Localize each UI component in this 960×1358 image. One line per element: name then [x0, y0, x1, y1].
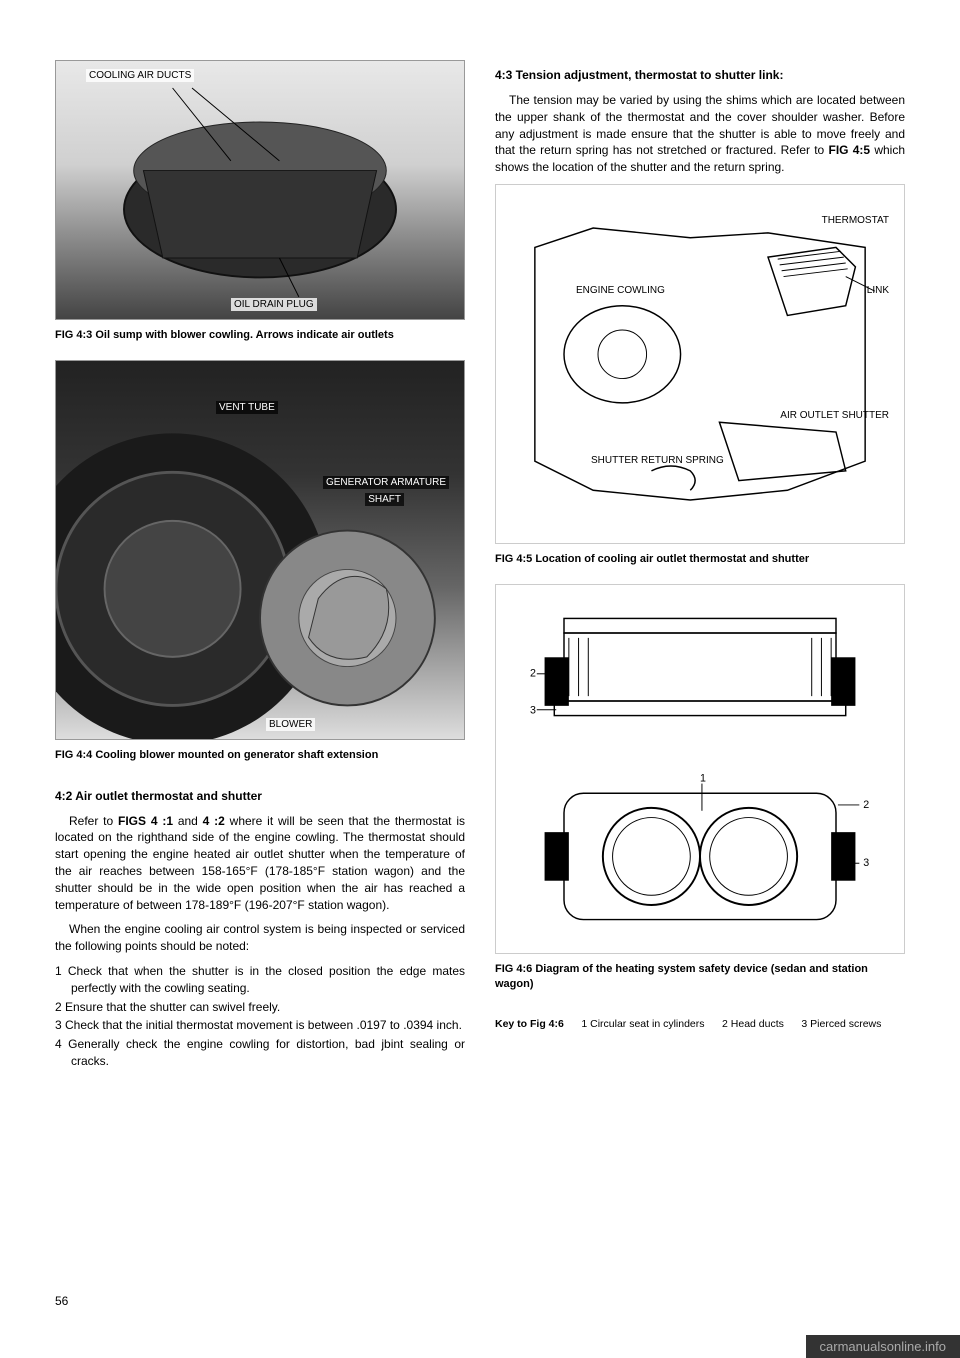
fig3-caption: FIG 4:3 Oil sump with blower cowling. Ar… — [55, 328, 465, 342]
section-4-2-item2: 2 Ensure that the shutter can swivel fre… — [55, 999, 465, 1016]
fig5-label-link: LINK — [867, 285, 889, 296]
fig3-drawing — [56, 61, 464, 319]
fig3-label-bottom: OIL DRAIN PLUG — [231, 298, 317, 311]
fig6-key-heading: Key to Fig 4:6 — [495, 1018, 564, 1030]
section-4-2-para2: When the engine cooling air control syst… — [55, 921, 465, 955]
figure-4-4: VENT TUBE GENERATOR ARMATURE SHAFT BLOWE… — [55, 360, 465, 740]
section-4-2-item1: 1 Check that when the shutter is in the … — [55, 963, 465, 997]
fig5-label-air-outlet: AIR OUTLET SHUTTER — [780, 410, 889, 421]
para1-prefix: Refer to — [69, 814, 118, 828]
fig4-label-shaft: SHAFT — [365, 493, 404, 506]
left-column: COOLING AIR DUCTS OIL DRAIN PLUG FIG 4:3… — [55, 60, 465, 1072]
fig6-key-1: 1 Circular seat in cylinders — [581, 1018, 704, 1030]
fig4-drawing — [56, 361, 464, 739]
section-4-3-heading: 4:3 Tension adjustment, thermostat to sh… — [495, 68, 905, 82]
section-4-3-para1: The tension may be varied by using the s… — [495, 92, 905, 176]
fig6-caption: FIG 4:6 Diagram of the heating system sa… — [495, 962, 905, 991]
fig6-key-3: 3 Pierced screws — [801, 1018, 881, 1030]
watermark: carmanualsonline.info — [806, 1335, 960, 1358]
svg-text:3: 3 — [863, 857, 869, 869]
section-4-2-item3: 3 Check that the initial thermostat move… — [55, 1017, 465, 1034]
fig3-label-top: COOLING AIR DUCTS — [86, 69, 194, 82]
figure-4-5: THERMOSTAT LINK ENGINE COWLING AIR OUTLE… — [495, 184, 905, 544]
para1-rest: where it will be seen that the thermosta… — [55, 814, 465, 912]
figure-4-3: COOLING AIR DUCTS OIL DRAIN PLUG — [55, 60, 465, 320]
fig4-label-vent: VENT TUBE — [216, 401, 278, 414]
section-4-2-item4: 4 Generally check the engine cowling for… — [55, 1036, 465, 1070]
svg-text:2: 2 — [863, 799, 869, 811]
fig6-drawing: 2 3 1 2 3 — [496, 585, 904, 953]
fig6-key-2: 2 Head ducts — [722, 1018, 784, 1030]
section-4-2-para1: Refer to FIGS 4 :1 and 4 :2 where it wil… — [55, 813, 465, 914]
fig5-label-thermostat: THERMOSTAT — [822, 215, 889, 226]
fig4-caption: FIG 4:4 Cooling blower mounted on genera… — [55, 748, 465, 762]
right-column: 4:3 Tension adjustment, thermostat to sh… — [495, 60, 905, 1072]
svg-text:1: 1 — [700, 773, 706, 785]
page-number: 56 — [55, 1294, 68, 1308]
fig4-label-gen: GENERATOR ARMATURE — [323, 476, 449, 489]
para1-ref1: FIGS 4 :1 — [118, 814, 173, 828]
fig5-drawing — [496, 185, 904, 543]
para1-ref2: 4 :2 — [203, 814, 225, 828]
fig5-label-engine: ENGINE COWLING — [576, 285, 665, 296]
fig6-key: Key to Fig 4:6 1 Circular seat in cylind… — [495, 1017, 905, 1032]
fig5-caption: FIG 4:5 Location of cooling air outlet t… — [495, 552, 905, 566]
svg-text:2: 2 — [530, 668, 536, 680]
fig4-label-blower: BLOWER — [266, 718, 315, 731]
para1-ref: FIG 4:5 — [828, 143, 870, 157]
section-4-2-heading: 4:2 Air outlet thermostat and shutter — [55, 789, 465, 803]
figure-4-6: 2 3 1 2 3 — [495, 584, 905, 954]
svg-text:3: 3 — [530, 705, 536, 717]
fig5-label-shutter-spring: SHUTTER RETURN SPRING — [591, 455, 724, 466]
para1-mid: and — [173, 814, 203, 828]
page-container: COOLING AIR DUCTS OIL DRAIN PLUG FIG 4:3… — [0, 0, 960, 1112]
